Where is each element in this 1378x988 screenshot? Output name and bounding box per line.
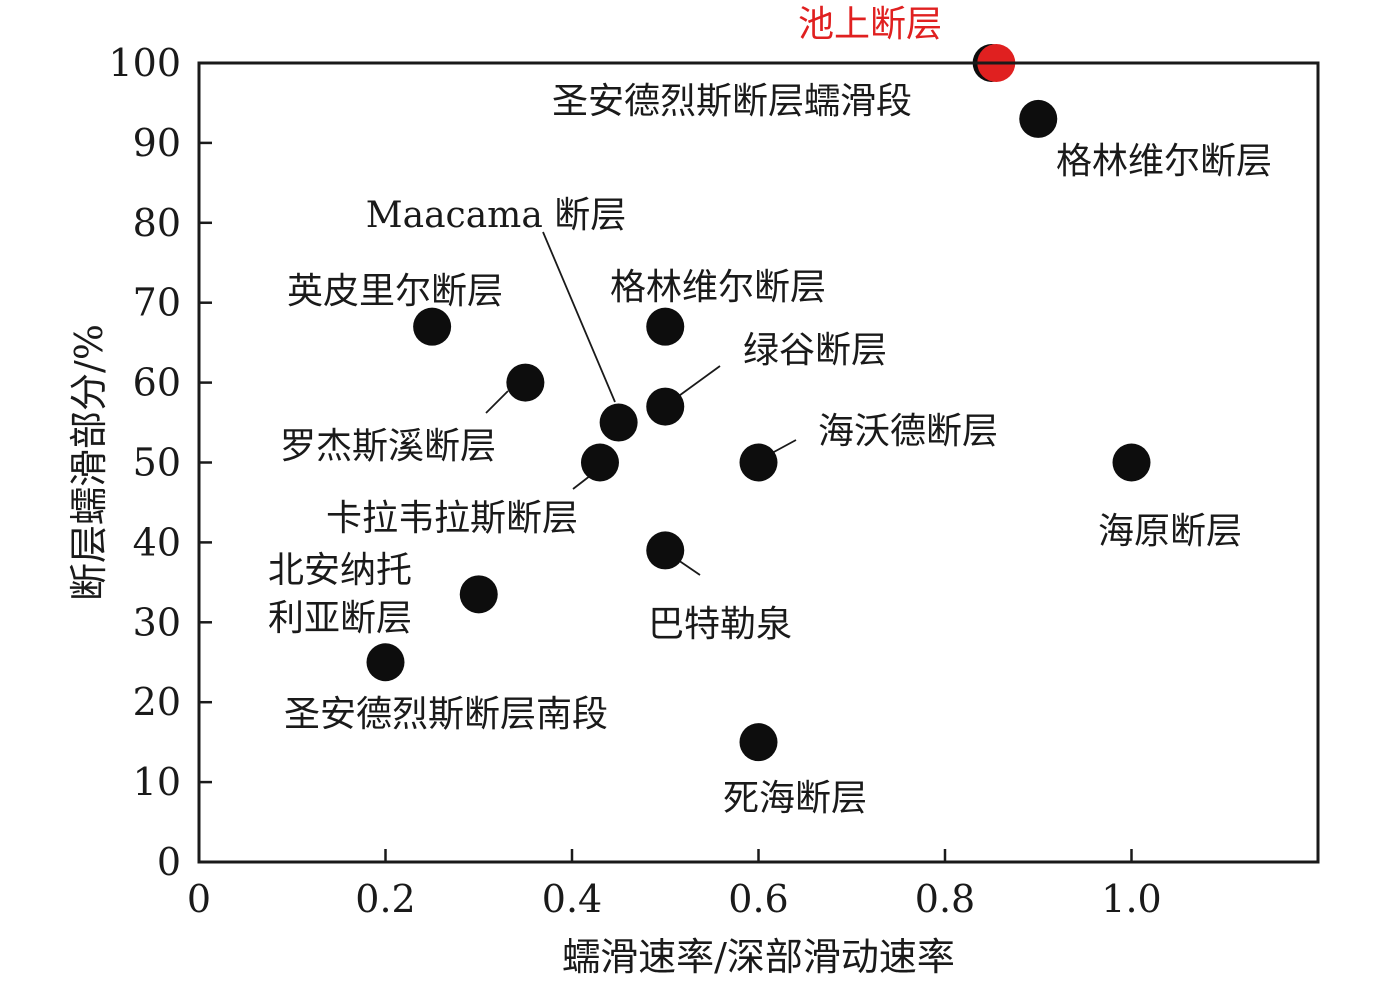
data-point xyxy=(459,575,498,614)
y-tick-label: 40 xyxy=(133,520,181,564)
label-leader-line xyxy=(542,231,616,403)
point-label: 格林维尔断层 xyxy=(1056,141,1272,182)
x-axis-title: 蠕滑速率/深部滑动速率 xyxy=(562,935,955,979)
point-label: 罗杰斯溪断层 xyxy=(280,426,496,467)
label-leader-line xyxy=(771,439,797,454)
point-label: 海沃德断层 xyxy=(818,411,998,452)
y-tick-label: 30 xyxy=(133,600,181,644)
label-leader-line xyxy=(677,559,701,576)
data-point xyxy=(1019,99,1058,138)
point-label: 巴特勒泉 xyxy=(648,604,792,645)
data-point xyxy=(739,443,778,482)
point-label: 利亚断层 xyxy=(268,598,412,639)
data-point xyxy=(646,387,685,426)
point-label: 格林维尔断层 xyxy=(610,267,826,308)
data-point xyxy=(646,307,685,346)
y-tick-label: 50 xyxy=(133,441,181,485)
point-label: 池上断层 xyxy=(798,4,942,45)
x-tick-label: 0.4 xyxy=(542,877,602,921)
x-tick-label: 0 xyxy=(187,877,211,921)
point-label: 圣安德烈斯断层南段 xyxy=(284,694,608,735)
y-axis-title: 断层蠕滑部分/% xyxy=(67,324,111,601)
point-label: 英皮里尔断层 xyxy=(287,271,503,312)
point-label: 死海断层 xyxy=(723,778,867,819)
y-tick-label: 100 xyxy=(108,41,181,85)
y-tick-label: 60 xyxy=(133,361,181,405)
label-leader-line xyxy=(485,390,509,414)
y-tick-label: 90 xyxy=(133,121,181,165)
data-point xyxy=(506,363,545,402)
data-point xyxy=(739,723,778,762)
label-leader-line xyxy=(675,365,721,399)
point-label: 圣安德烈斯断层蠕滑段 xyxy=(552,81,912,122)
x-tick-label: 0.2 xyxy=(355,877,415,921)
y-tick-label: 20 xyxy=(133,680,181,724)
x-tick-label: 1.0 xyxy=(1101,877,1161,921)
x-tick-label: 0.8 xyxy=(915,877,975,921)
point-label: 北安纳托 xyxy=(268,550,412,591)
point-label: 绿谷断层 xyxy=(743,330,887,371)
data-point xyxy=(646,531,685,570)
data-point xyxy=(366,643,405,682)
plot-area-frame xyxy=(197,61,1320,864)
data-point xyxy=(599,403,638,442)
y-tick-label: 0 xyxy=(157,840,181,884)
y-tick-label: 80 xyxy=(133,201,181,245)
point-label: Maacama 断层 xyxy=(366,195,626,236)
data-point xyxy=(1112,443,1151,482)
x-tick-label: 0.6 xyxy=(728,877,788,921)
data-point xyxy=(580,443,619,482)
data-point xyxy=(413,307,452,346)
y-tick-label: 70 xyxy=(133,281,181,325)
point-label: 卡拉韦拉斯断层 xyxy=(326,498,578,539)
point-label: 海原断层 xyxy=(1098,511,1242,552)
y-tick-label: 10 xyxy=(133,760,181,804)
